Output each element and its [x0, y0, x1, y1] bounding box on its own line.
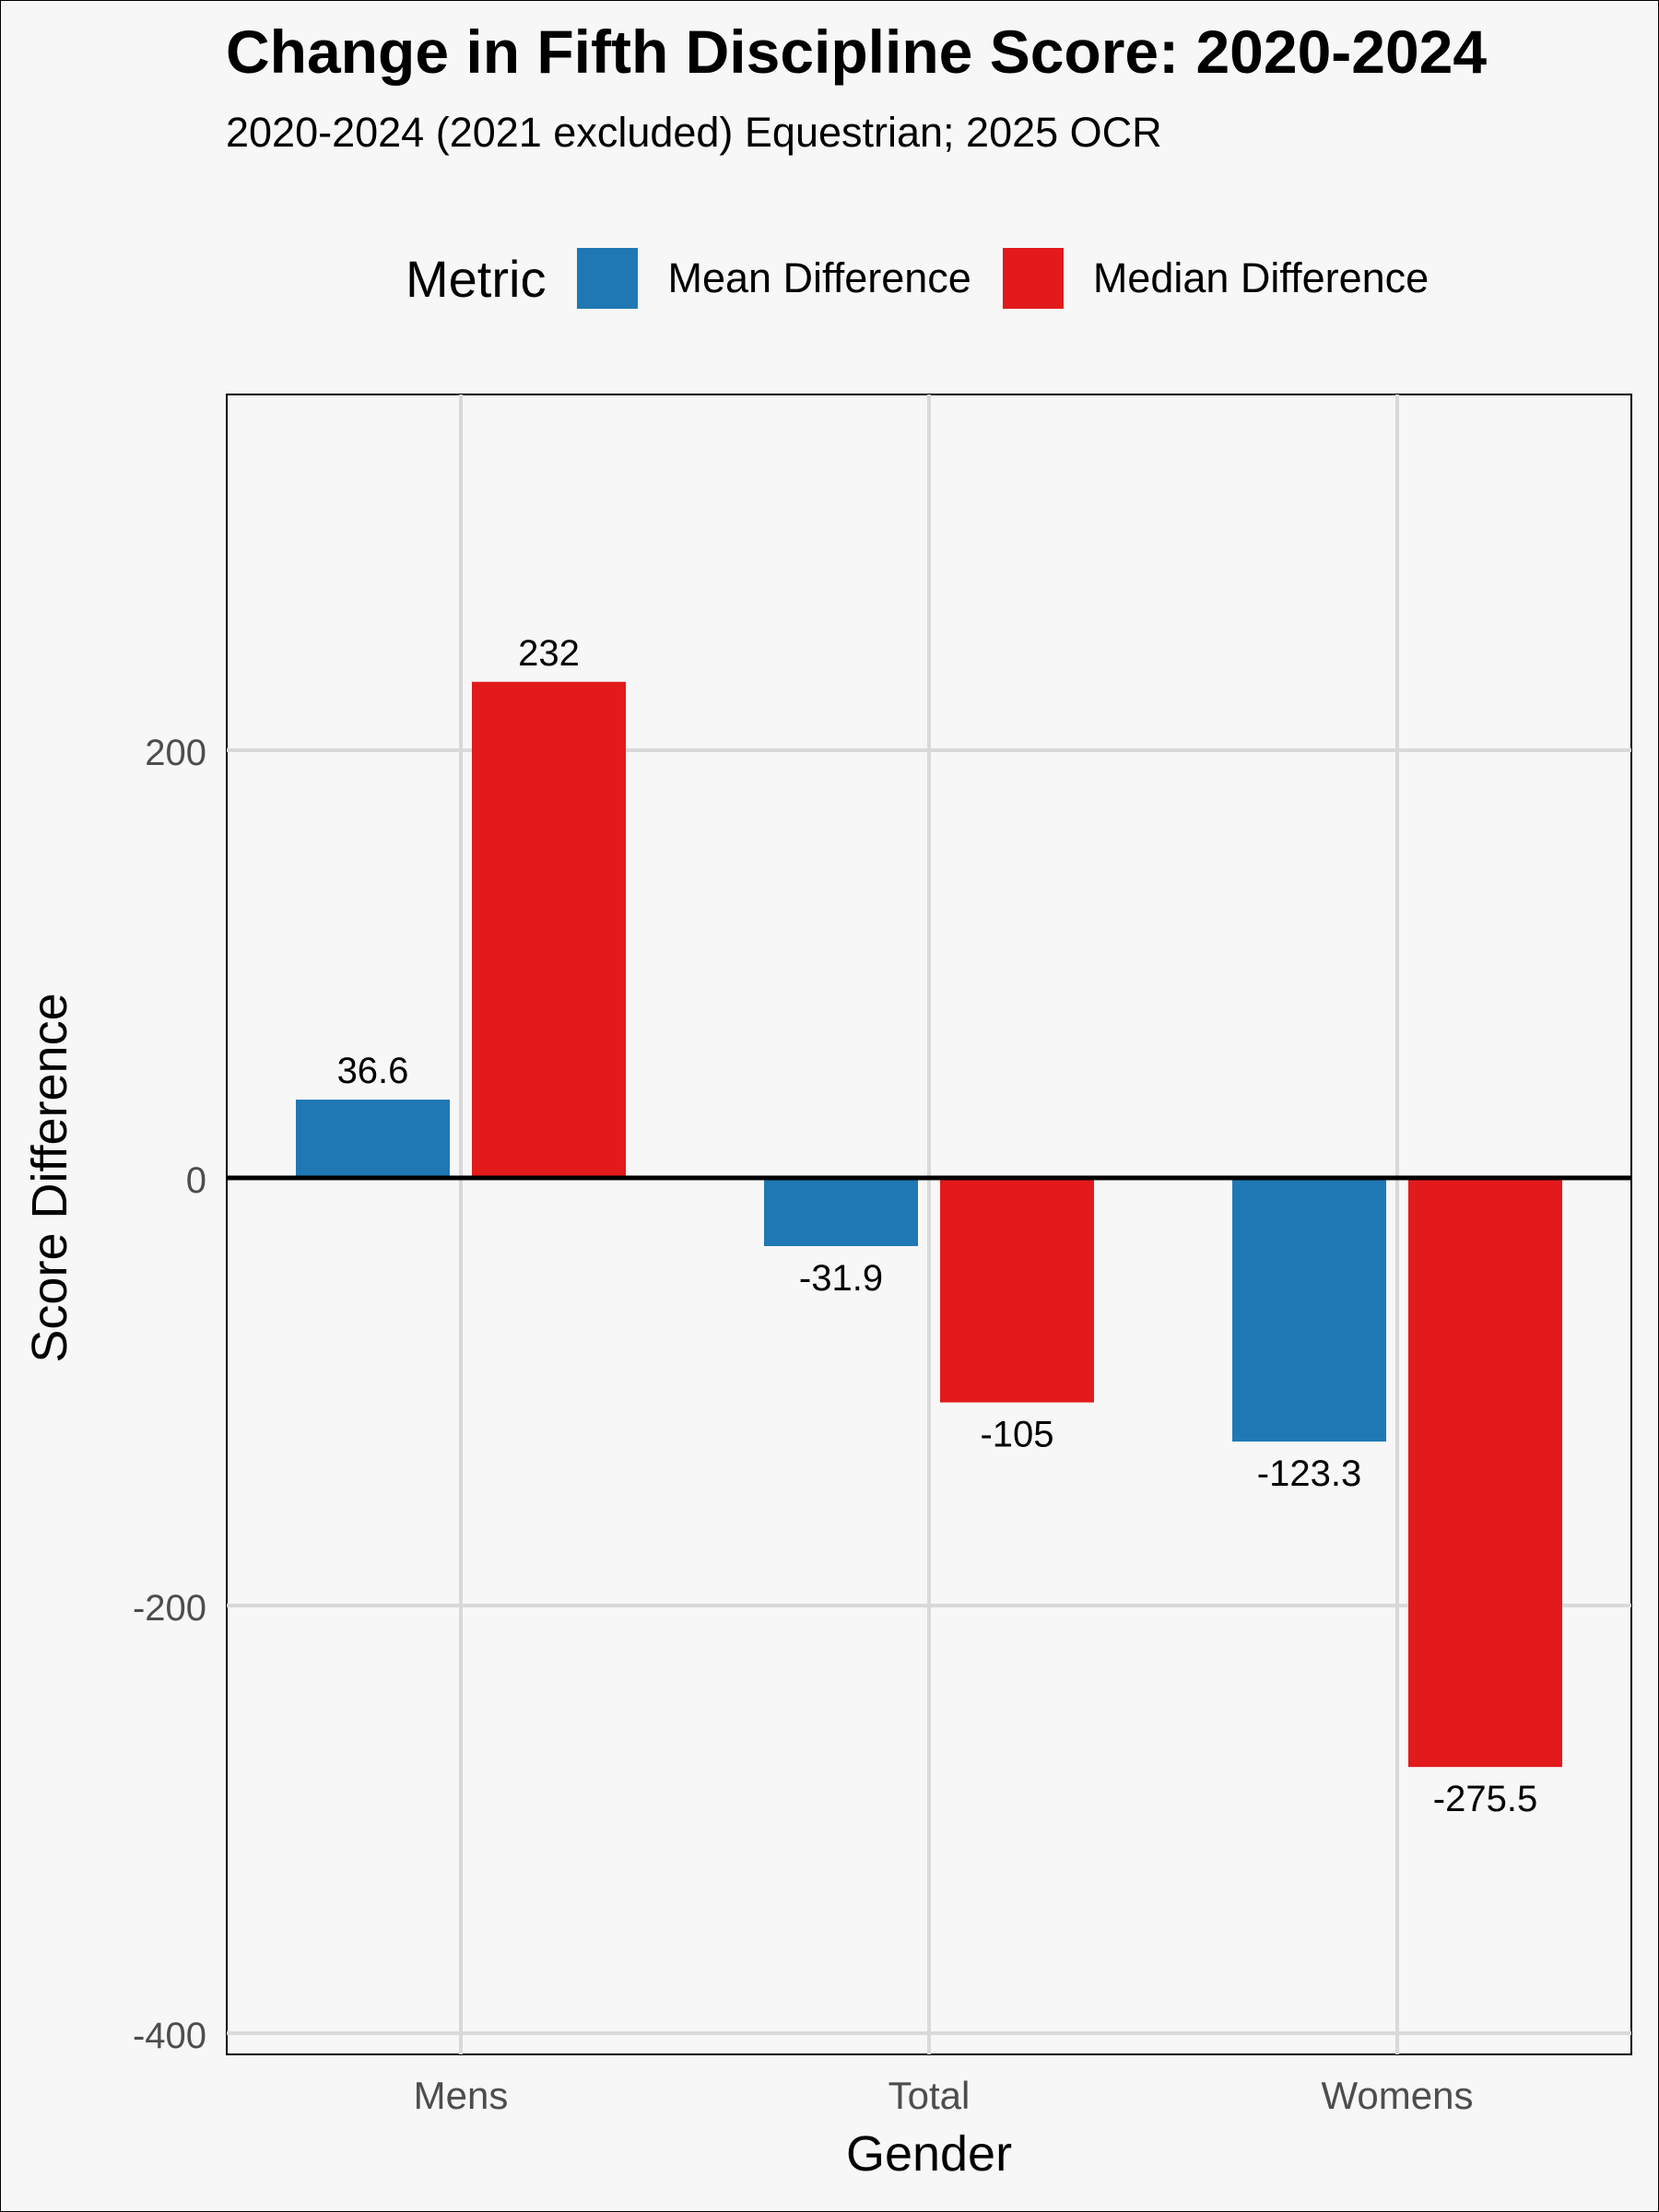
legend: Metric Mean Difference Median Difference: [406, 247, 1460, 310]
x-axis: Mens Total Womens: [414, 2074, 1474, 2117]
bars: 36.6 -31.9 -123.3 232 -105 -275.5: [227, 633, 1631, 1819]
y-tick-label: 200: [145, 733, 206, 773]
legend-swatch-median: [1002, 248, 1064, 309]
bar-value-label: -105: [980, 1415, 1053, 1455]
x-tick-label: Total: [888, 2074, 971, 2117]
x-tick-label: Mens: [414, 2074, 509, 2117]
bar: [764, 1178, 918, 1247]
legend-label-median: Median Difference: [1092, 254, 1430, 301]
legend-title: Metric: [406, 249, 547, 308]
y-tick-label: 0: [186, 1160, 206, 1201]
y-axis-title: Score Difference: [22, 993, 77, 1362]
y-axis: 200 0 -200 -400: [133, 733, 206, 2056]
bar: [1408, 1178, 1562, 1768]
bar-value-label: -123.3: [1257, 1453, 1361, 1494]
legend-item-median: Median Difference: [1002, 248, 1430, 309]
bar: [1232, 1178, 1386, 1442]
bar: [940, 1178, 1094, 1403]
legend-item-mean: Mean Difference: [577, 248, 971, 309]
y-tick-label: -200: [133, 1588, 206, 1629]
legend-label-mean: Mean Difference: [667, 254, 971, 301]
chart-subtitle: 2020-2024 (2021 excluded) Equestrian; 20…: [226, 109, 1162, 156]
y-tick-label: -400: [133, 2016, 206, 2056]
grid: [227, 394, 1631, 2054]
bar-value-label: 36.6: [337, 1051, 409, 1091]
bar-value-label: -31.9: [799, 1258, 883, 1299]
chart-title: Change in Fifth Discipline Score: 2020-2…: [226, 18, 1488, 86]
bar-value-label: 232: [518, 633, 580, 674]
bar: [472, 681, 626, 1178]
x-axis-title: Gender: [846, 2126, 1012, 2182]
bar-value-label: -275.5: [1433, 1779, 1537, 1819]
bar: [296, 1100, 450, 1178]
legend-swatch-mean: [577, 248, 639, 309]
x-tick-label: Womens: [1322, 2074, 1474, 2117]
